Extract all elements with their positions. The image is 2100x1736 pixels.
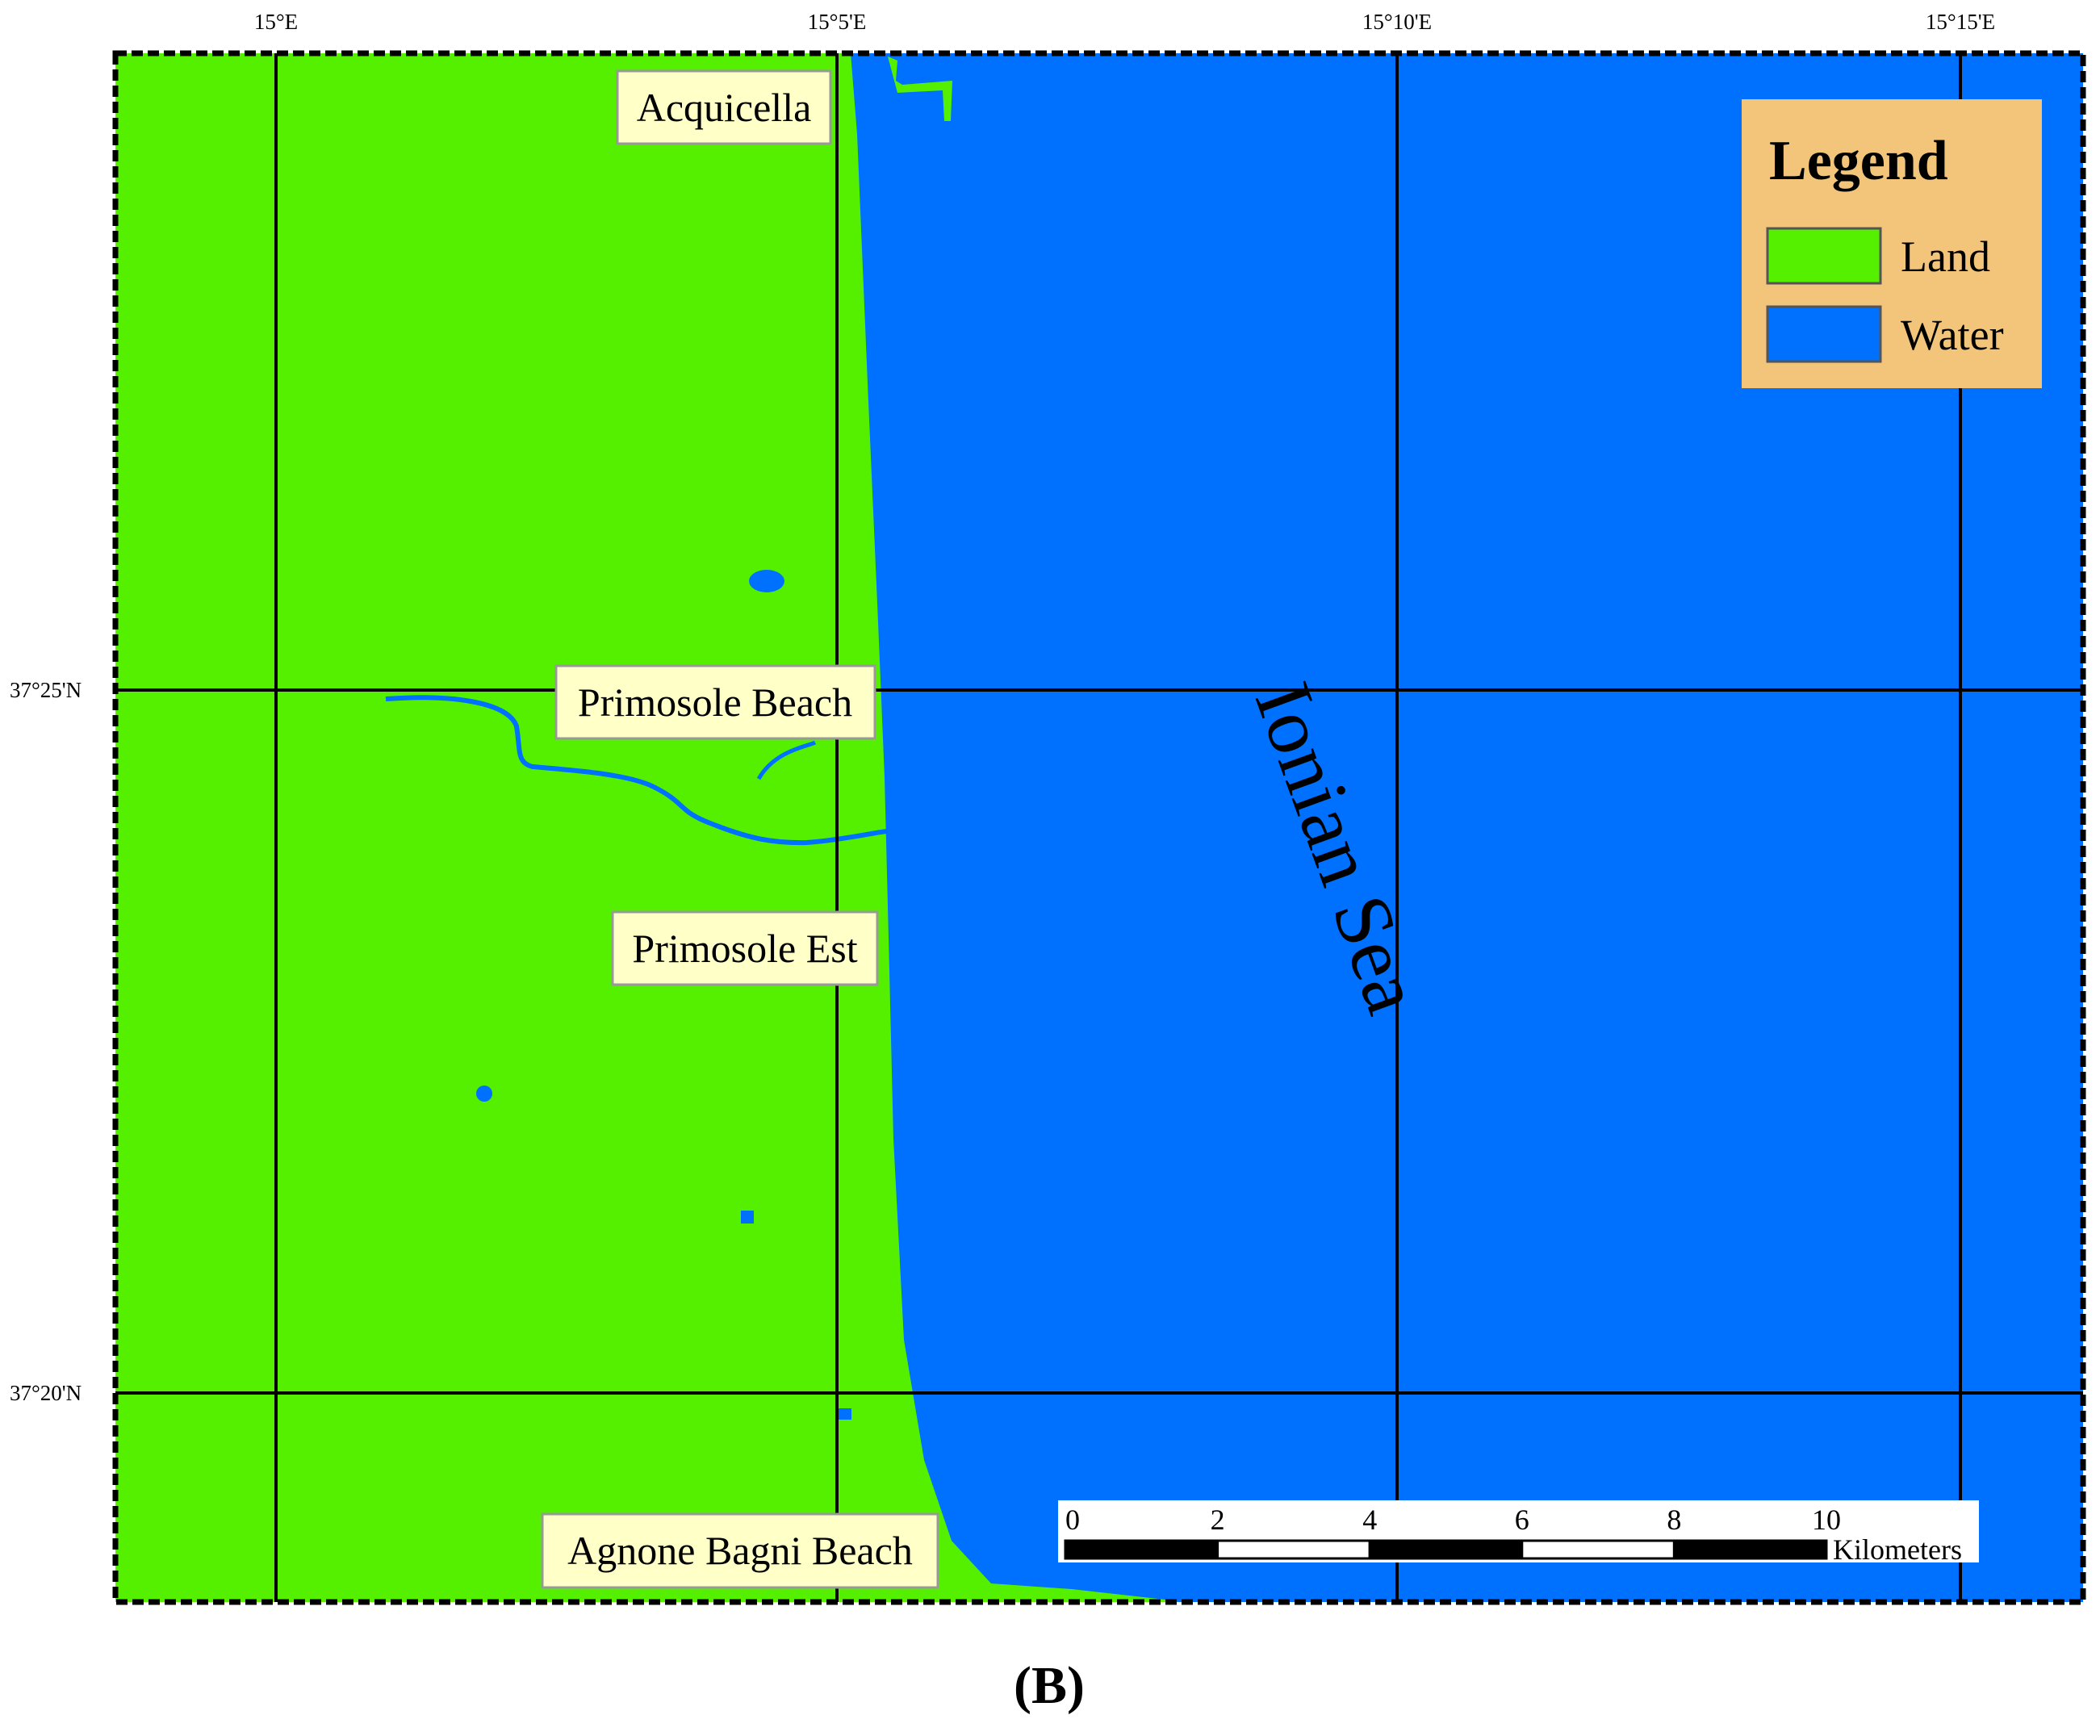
legend-swatch bbox=[1766, 227, 1882, 285]
longitude-label: 15°15'E bbox=[1926, 10, 1995, 34]
scale-segment bbox=[1064, 1539, 1219, 1560]
place-label: Agnone Bagni Beach bbox=[567, 1528, 913, 1573]
river bbox=[385, 695, 889, 846]
scale-tick-label: 4 bbox=[1362, 1504, 1377, 1536]
lake bbox=[749, 570, 784, 592]
longitude-label: 15°10'E bbox=[1362, 10, 1432, 34]
scale-segment bbox=[1521, 1539, 1675, 1560]
scale-segment bbox=[1216, 1539, 1371, 1560]
pond bbox=[835, 1408, 851, 1420]
scale-tick-label: 2 bbox=[1211, 1504, 1225, 1536]
caption: (B) bbox=[1014, 1656, 1085, 1715]
place-box bbox=[616, 69, 832, 145]
scale-tick-label: 0 bbox=[1065, 1504, 1080, 1536]
coastal-strip bbox=[888, 56, 952, 121]
longitude-label: 15°E bbox=[254, 10, 298, 34]
scale-tick-label: 8 bbox=[1667, 1504, 1681, 1536]
place-box bbox=[541, 1512, 939, 1589]
pond bbox=[476, 1086, 492, 1102]
water-area bbox=[851, 53, 2083, 1602]
legend-label: Land bbox=[1901, 232, 1990, 281]
legend-label: Water bbox=[1901, 311, 2004, 359]
place-box bbox=[554, 664, 876, 740]
legend-swatch bbox=[1766, 305, 1882, 363]
latitude-label: 37°25'N bbox=[10, 678, 82, 702]
scale-unit: Kilometers bbox=[1833, 1533, 1962, 1566]
scale-segment bbox=[1672, 1539, 1828, 1560]
scale-tick-label: 6 bbox=[1515, 1504, 1529, 1536]
scale-segment bbox=[1368, 1539, 1524, 1560]
place-label: Primosole Est bbox=[632, 926, 857, 971]
place-label: Acquicella bbox=[637, 85, 812, 130]
longitude-label: 15°5'E bbox=[808, 10, 867, 34]
place-box bbox=[611, 910, 879, 986]
pond bbox=[741, 1211, 754, 1224]
place-label: Primosole Beach bbox=[578, 680, 852, 725]
legend-title: Legend bbox=[1769, 130, 1948, 192]
river-branch bbox=[756, 740, 817, 780]
latitude-label: 37°20'N bbox=[10, 1381, 82, 1405]
scale-tick-label: 10 bbox=[1812, 1504, 1841, 1536]
graticule bbox=[115, 53, 2083, 1602]
